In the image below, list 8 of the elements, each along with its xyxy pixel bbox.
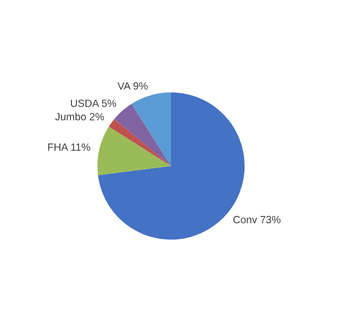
slice-label: VA 9% xyxy=(118,82,148,90)
pie-slice xyxy=(132,92,171,166)
slice-label: Jumbo 2% xyxy=(55,112,104,120)
pie-slice xyxy=(97,126,171,176)
slice-label: USDA 5% xyxy=(70,100,116,107)
slice-label: FHA 11% xyxy=(48,143,90,151)
pie-slice xyxy=(108,119,171,166)
slice-label: Conv 73% xyxy=(233,216,281,224)
